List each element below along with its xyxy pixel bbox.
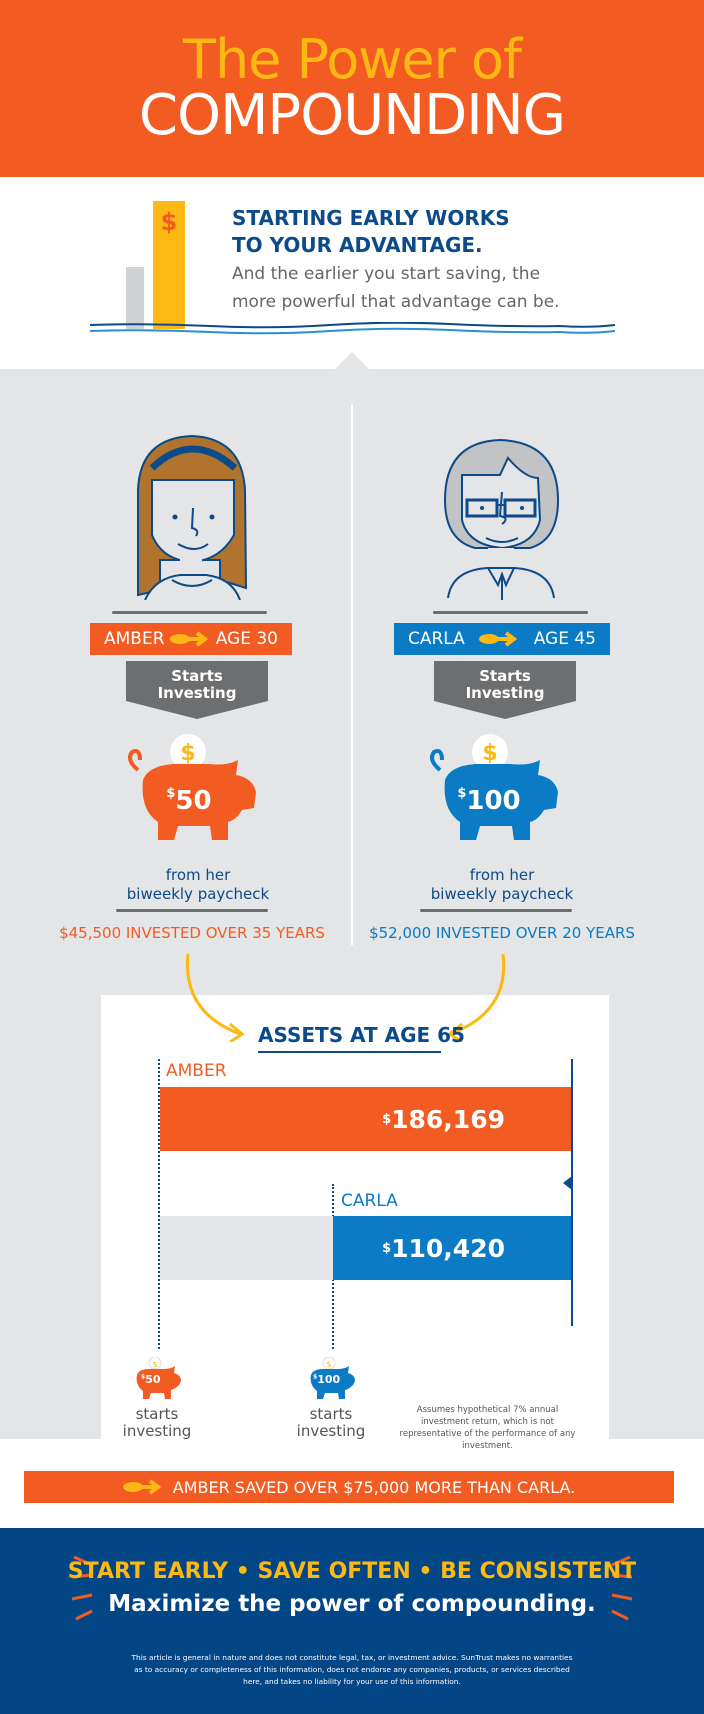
intro-sub-line-1: And the earlier you start saving, the bbox=[232, 264, 541, 284]
from-line-2: biweekly paycheck bbox=[430, 885, 574, 903]
starts-line-2: investing bbox=[122, 1422, 192, 1440]
starts-line-1: Starts bbox=[171, 667, 223, 685]
intro-headline-line-1: STARTING EARLY WORKS bbox=[232, 206, 510, 230]
carla-starts-investing-label: starts investing bbox=[281, 1406, 381, 1440]
amber-name: AMBER bbox=[104, 629, 165, 649]
wave-divider-icon bbox=[90, 322, 615, 335]
starts-line-2: Investing bbox=[157, 684, 237, 702]
carla-bar-value: 110,420 bbox=[391, 1233, 505, 1263]
svg-text:$: $ bbox=[482, 741, 497, 766]
age-65-axis bbox=[571, 1059, 573, 1326]
currency-symbol: $ bbox=[457, 786, 467, 801]
mini-amount: 100 bbox=[317, 1373, 341, 1386]
arrow-icon bbox=[479, 631, 518, 647]
amber-mini-amount: $50 bbox=[141, 1373, 161, 1386]
currency-symbol: $ bbox=[382, 1240, 392, 1256]
from-line-2: biweekly paycheck bbox=[126, 885, 270, 903]
amber-starts-investing-label: starts investing bbox=[107, 1406, 207, 1440]
arrow-icon bbox=[170, 631, 209, 647]
carla-avatar-icon bbox=[443, 438, 560, 600]
amber-avatar-icon bbox=[137, 434, 248, 600]
carla-invested-total: $52,000 INVESTED OVER 20 YEARS bbox=[369, 924, 635, 942]
small-bar-icon bbox=[126, 267, 144, 329]
currency-symbol: $ bbox=[166, 786, 176, 801]
carla-mini-pig-icon: $ bbox=[310, 1357, 355, 1399]
curved-arrows-icon bbox=[185, 953, 506, 1042]
header-banner bbox=[0, 0, 704, 177]
banner-text: AMBER SAVED OVER $75,000 MORE THAN CARLA… bbox=[172, 1477, 576, 1497]
carla-age: AGE 45 bbox=[533, 629, 596, 649]
carla-name-band: CARLA AGE 45 bbox=[394, 623, 610, 655]
left-rays-icon bbox=[71, 1555, 93, 1621]
amber-start-line bbox=[158, 1059, 160, 1349]
carla-bar: $110,420 bbox=[333, 1216, 571, 1280]
starts-line-1: starts bbox=[135, 1405, 179, 1423]
title-line-2: COMPOUNDING bbox=[138, 83, 566, 148]
chart-title-underline bbox=[258, 1051, 441, 1053]
right-rays-icon bbox=[611, 1555, 633, 1621]
starts-line-2: investing bbox=[296, 1422, 366, 1440]
carla-pig-amount: $100 bbox=[439, 786, 539, 816]
title-line-1: The Power of bbox=[182, 28, 522, 91]
mini-amount: 50 bbox=[145, 1373, 161, 1386]
carla-bar-label: CARLA bbox=[341, 1191, 398, 1211]
tall-bar-icon bbox=[153, 201, 185, 329]
amber-age: AGE 30 bbox=[215, 629, 278, 649]
carla-avatar-underline bbox=[433, 611, 588, 614]
arrow-icon bbox=[122, 1479, 162, 1495]
footer-subtagline: Maximize the power of compounding. bbox=[108, 1591, 596, 1617]
amber-paycheck-underline bbox=[116, 909, 268, 912]
svg-text:$: $ bbox=[326, 1360, 331, 1369]
amber-avatar-underline bbox=[112, 611, 267, 614]
starts-line-2: Investing bbox=[465, 684, 545, 702]
carla-mini-amount: $100 bbox=[313, 1373, 340, 1386]
amber-piggy-bank-icon: $ bbox=[128, 734, 256, 840]
assumption-note: Assumes hypothetical 7% annual investmen… bbox=[399, 1405, 576, 1451]
starts-line-1: starts bbox=[309, 1405, 353, 1423]
amount-value: 100 bbox=[466, 786, 521, 816]
amber-invested-total: $45,500 INVESTED OVER 35 YEARS bbox=[59, 924, 325, 942]
from-line-1: from her bbox=[165, 866, 231, 884]
svg-text:$: $ bbox=[180, 741, 195, 766]
amber-bar-label: AMBER bbox=[166, 1061, 227, 1081]
intro-sub-line-2: more powerful that advantage can be. bbox=[232, 292, 560, 312]
amount-value: 50 bbox=[175, 786, 212, 816]
carla-name: CARLA bbox=[408, 629, 465, 649]
svg-text:$: $ bbox=[152, 1360, 157, 1369]
amber-starts-text: Starts Investing bbox=[126, 668, 268, 702]
savings-banner: AMBER SAVED OVER $75,000 MORE THAN CARLA… bbox=[24, 1471, 674, 1503]
currency-symbol: $ bbox=[382, 1111, 392, 1127]
starts-line-1: Starts bbox=[479, 667, 531, 685]
amber-bar: $186,169 bbox=[160, 1087, 571, 1151]
axis-marker-icon bbox=[563, 1176, 572, 1190]
carla-piggy-bank-icon: $ bbox=[430, 734, 558, 840]
carla-paycheck-underline bbox=[420, 909, 572, 912]
amber-starts-chevron bbox=[126, 661, 268, 719]
notch-pointer bbox=[334, 352, 370, 370]
currency-symbol: $ bbox=[141, 1373, 146, 1381]
amber-bar-value: 186,169 bbox=[391, 1104, 505, 1134]
carla-gap-bar bbox=[160, 1216, 333, 1280]
footer-tagline: START EARLY • SAVE OFTEN • BE CONSISTENT bbox=[67, 1559, 637, 1584]
column-divider bbox=[351, 405, 353, 945]
intro-headline: STARTING EARLY WORKS TO YOUR ADVANTAGE. bbox=[232, 205, 510, 259]
from-line-1: from her bbox=[469, 866, 535, 884]
intro-headline-line-2: TO YOUR ADVANTAGE. bbox=[232, 233, 483, 257]
intro-subtext: And the earlier you start saving, the mo… bbox=[232, 260, 560, 316]
amber-paycheck-text: from her biweekly paycheck bbox=[98, 866, 298, 904]
carla-paycheck-text: from her biweekly paycheck bbox=[402, 866, 602, 904]
footer bbox=[0, 1528, 704, 1714]
amber-name-band: AMBER AGE 30 bbox=[90, 623, 292, 655]
amber-mini-pig-icon: $ bbox=[136, 1357, 181, 1399]
disclaimer-text: This article is general in nature and do… bbox=[131, 1653, 573, 1686]
carla-starts-text: Starts Investing bbox=[434, 668, 576, 702]
carla-starts-chevron bbox=[434, 661, 576, 719]
amber-pig-amount: $50 bbox=[139, 786, 239, 816]
chart-title: ASSETS AT AGE 65 bbox=[258, 1023, 465, 1047]
dollar-icon: $ bbox=[160, 208, 178, 236]
currency-symbol: $ bbox=[313, 1373, 318, 1381]
